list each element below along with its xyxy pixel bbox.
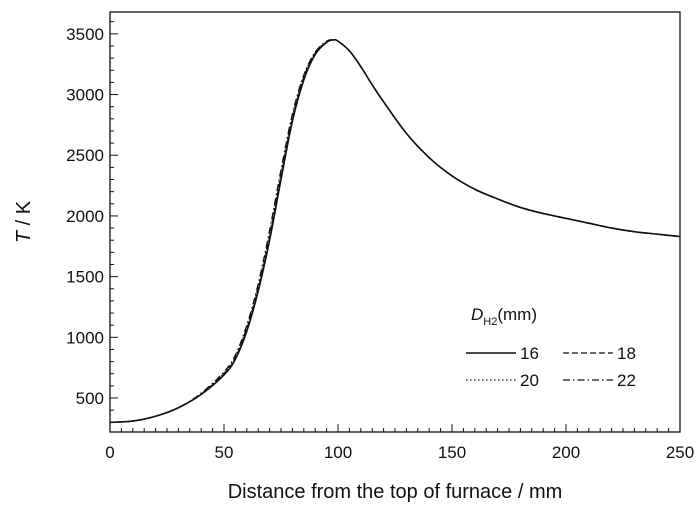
legend-label-20: 20 — [520, 371, 539, 390]
y-axis-title: T / K — [13, 200, 35, 243]
y-tick-label: 3000 — [66, 86, 104, 105]
legend-title-symbol: D — [471, 305, 483, 324]
series-line-16 — [109, 38, 681, 424]
legend-label-22: 22 — [617, 371, 636, 390]
legend-label-16: 16 — [520, 344, 539, 363]
legend-title-subscript: H2 — [483, 316, 497, 328]
legend-title-unit: (mm) — [497, 305, 537, 324]
legend-entries: 16 18 20 22 — [466, 344, 636, 390]
y-tick-label: 500 — [76, 389, 104, 408]
y-axis-unit: / K — [13, 200, 35, 231]
legend-title: DH2(mm) — [471, 305, 537, 328]
series-layer — [109, 38, 681, 424]
x-tick-label: 50 — [215, 443, 234, 462]
legend: DH2(mm) 16 18 20 22 — [466, 305, 636, 390]
x-tick-label: 250 — [666, 443, 694, 462]
x-tick-label: 100 — [324, 443, 352, 462]
x-tick-label: 0 — [105, 443, 114, 462]
series-line-20 — [109, 39, 681, 423]
series-line-22 — [109, 39, 681, 423]
y-tick-label: 1000 — [66, 328, 104, 347]
legend-label-18: 18 — [617, 344, 636, 363]
y-tick-label: 2000 — [66, 207, 104, 226]
plot-frame — [109, 11, 681, 433]
y-tick-label: 3500 — [66, 25, 104, 44]
x-tick-label: 200 — [552, 443, 580, 462]
series-line-18 — [109, 39, 681, 423]
y-axis-symbol: T — [13, 229, 35, 243]
x-tick-label: 150 — [438, 443, 466, 462]
y-tick-label: 2500 — [66, 146, 104, 165]
x-axis-title: Distance from the top of furnace / mm — [228, 481, 563, 503]
y-tick-labels: 500 1000 1500 2000 2500 3000 3500 — [66, 25, 104, 408]
axis-ticks — [109, 21, 681, 432]
y-tick-label: 1500 — [66, 268, 104, 287]
x-tick-labels: 0 50 100 150 200 250 — [105, 443, 694, 462]
